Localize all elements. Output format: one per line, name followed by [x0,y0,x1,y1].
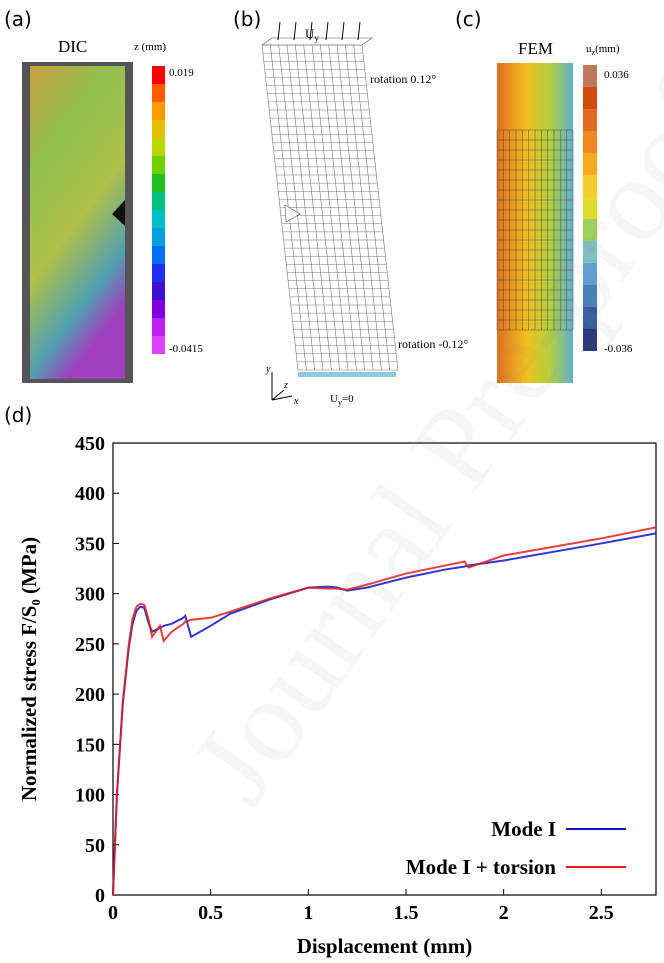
panel-label: (c) [455,7,482,31]
load-arrow [293,21,297,41]
y-tick-label: 200 [75,684,105,706]
colorbar-cell [583,219,597,241]
colorbar-cell [152,318,165,336]
axis-label: z [283,380,288,391]
legend-label: Mode I [491,817,556,841]
panel-label: (a) [4,7,32,31]
colorbar-cell [152,66,165,84]
plot-frame [112,442,657,896]
dic-field [30,66,125,379]
unit-sub: z [592,48,596,57]
load-arrow [277,21,281,41]
y-tick-label: 0 [95,885,105,907]
y-tick-label: 100 [75,785,105,807]
colorbar-cell [583,65,597,87]
colorbar-cell [583,329,597,351]
y-tick-label: 150 [75,734,105,756]
colorbar-cell [583,197,597,219]
colorbar-cell [152,156,165,174]
colorbar-cell [152,246,165,264]
colorbar-cell [583,175,597,197]
x-tick-label: 1.5 [393,902,418,924]
colorbar-max: 0.036 [604,69,629,81]
y-tick-label: 400 [75,483,105,505]
x-axis-title: Displacement (mm) [297,934,473,958]
colorbar-min: -0.0415 [169,343,203,355]
y-tick-label: 450 [75,433,105,455]
y-axis-title: Normalized stress F/S₀ (MPa) [17,537,41,801]
colorbar-cell [152,300,165,318]
bc-main: U [330,393,338,405]
load-main: U [305,26,315,41]
colorbar-cell [152,192,165,210]
colorbar-min: -0.036 [604,343,633,355]
colorbar-cell [152,120,165,138]
colorbar-cell [152,84,165,102]
colorbar-cell [152,336,165,354]
data-line [112,532,657,896]
x-tick-label: 0 [108,902,118,924]
notch [112,200,125,226]
colorbar-cell [152,210,165,228]
colorbar-unit: uz(mm) [586,43,620,57]
unit-main: u [586,43,592,55]
colorbar-cell [583,87,597,109]
load-label: Uy [305,26,319,43]
y-tick-label: 350 [75,533,105,555]
load-sub: y [314,33,319,43]
y-tick-label: 300 [75,584,105,606]
rotation-label: rotation -0.12° [398,337,468,351]
y-tick-label: 250 [75,634,105,656]
colorbar-cell [583,109,597,131]
colorbar-cell [583,131,597,153]
x-tick-label: 0.5 [198,902,223,924]
panel-label: (d) [4,403,32,427]
colorbar-cell [152,102,165,120]
colorbar-cell [152,228,165,246]
x-tick-label: 2 [499,902,509,924]
panel-title: DIC [58,37,87,56]
panel-title: FEM [518,39,553,58]
unit-rest: (mm) [595,43,620,55]
colorbar-cell [583,307,597,329]
load-arrow [309,21,313,41]
notch [284,204,301,223]
bc-rest: =0 [342,393,354,405]
x-tick-label: 2.5 [589,902,614,924]
axis-label: x [293,396,299,407]
axis-label: y [265,364,271,375]
panel-label: (b) [233,7,261,31]
load-arrow [325,21,329,41]
legend-label: Mode I + torsion [406,855,557,879]
colorbar-unit: z (mm) [134,41,166,53]
colorbar-cell [152,282,165,300]
colorbar-cell [583,153,597,175]
colorbar-cell [152,138,165,156]
load-arrow [341,21,345,41]
load-arrow [357,21,361,41]
y-tick-label: 50 [85,835,105,857]
rotation-label: rotation 0.12° [370,72,436,86]
colorbar-cell [583,241,597,263]
x-tick-label: 1 [303,902,313,924]
colorbar-cell [152,174,165,192]
bc-label: Uy=0 [330,393,354,407]
colorbar-cell [152,264,165,282]
bc-bar [298,372,396,377]
watermark: Journal Pre-proof [164,59,664,826]
colorbar-cell [583,263,597,285]
bc-sub: y [338,398,342,407]
colorbar-cell [583,285,597,307]
colorbar-max: 0.019 [169,67,194,79]
data-line [112,526,657,896]
